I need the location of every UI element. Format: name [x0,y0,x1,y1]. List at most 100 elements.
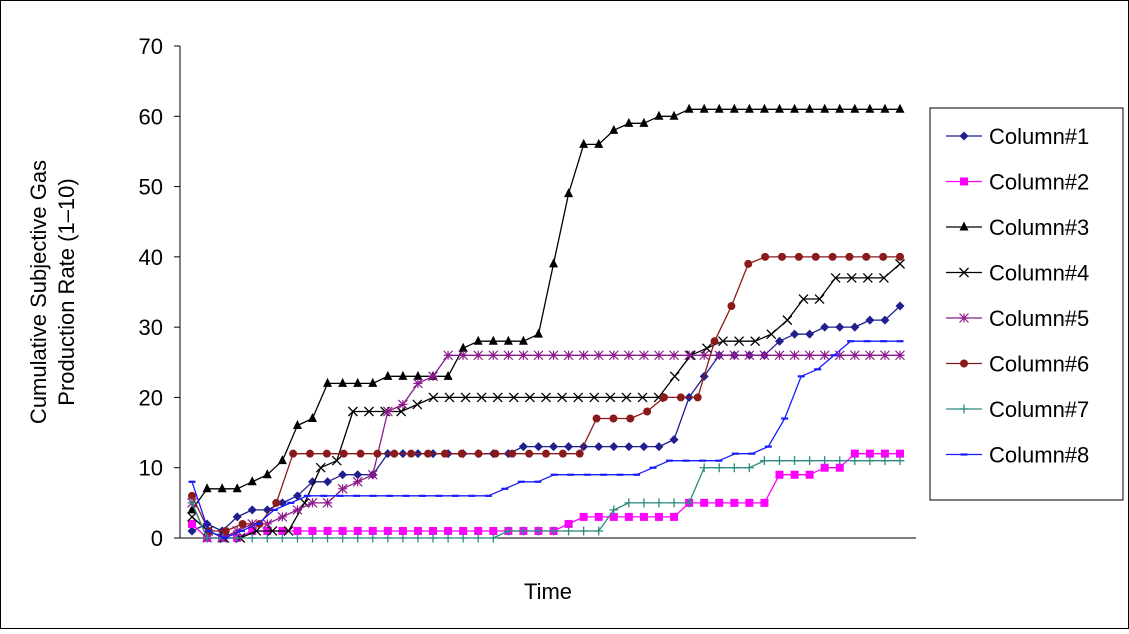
data-point [654,442,664,452]
legend-label: Column#7 [989,397,1089,422]
data-point [669,435,679,445]
data-point [609,505,619,515]
data-point [533,328,543,338]
data-point [390,449,399,458]
data-point [669,498,679,508]
data-point [383,533,393,543]
data-point [443,533,453,543]
data-point [895,103,905,113]
data-point [373,449,382,458]
data-point [549,526,559,536]
y-axis-ticks: 0 10 20 30 40 50 60 70 [139,34,180,551]
data-point [533,526,543,536]
data-point [188,491,196,500]
data-point [714,103,724,113]
data-point [862,252,871,261]
data-point [238,519,247,528]
data-point [428,533,438,543]
data-point [292,420,302,430]
data-point [352,476,363,487]
data-point [247,505,257,515]
data-point [573,392,584,403]
data-point [533,442,543,452]
data-point [639,498,649,508]
legend-item: Column#4 [946,261,1089,286]
data-point [488,533,498,543]
data-point [474,449,483,458]
data-point [669,110,679,120]
data-point [835,322,845,332]
data-point [458,533,468,543]
data-point [307,497,318,508]
data-point [322,449,331,458]
data-point [323,477,333,487]
data-point [896,449,904,458]
data-point [356,449,365,458]
data-point [592,414,601,423]
data-point [669,350,679,361]
data-point [476,392,487,403]
data-point [730,498,739,507]
data-point [774,350,785,361]
data-point [202,533,212,543]
data-point [850,449,859,458]
data-point [221,526,230,535]
legend-item: Column#8 [946,443,1089,468]
data-point [865,315,875,325]
data-point [549,258,559,268]
data-point [424,449,432,458]
data-point [789,350,800,361]
data-point [896,252,904,261]
data-point [398,370,408,380]
data-point [805,456,815,466]
data-point [624,498,634,508]
data-point [428,392,439,403]
legend-box [929,107,1124,501]
data-point [744,350,755,361]
data-point [549,442,559,452]
data-point [578,350,589,361]
data-point [251,526,262,536]
data-point [744,463,754,473]
data-point [850,322,860,332]
data-point [368,526,377,535]
data-point [443,350,454,361]
data-point [819,350,830,361]
data-point [594,512,603,521]
data-point [347,406,358,417]
data-point [862,272,873,283]
data-point [368,377,378,387]
data-point [684,498,694,508]
data-point [959,221,969,231]
data-point [676,393,685,402]
data-point [624,442,634,452]
data-point [331,455,342,466]
data-point [820,322,830,332]
x-axis-label: Time [524,579,572,604]
data-point [745,498,754,507]
data-point [626,414,635,423]
data-point [247,476,257,486]
data-point [699,350,710,361]
data-point [262,469,272,479]
data-point [518,442,528,452]
data-point [440,449,449,458]
legend-label: Column#8 [989,443,1089,468]
data-point [412,399,423,410]
data-point [760,498,769,507]
legend-label: Column#4 [989,261,1089,286]
data-point [232,483,242,493]
data-point [959,313,969,323]
series-6 [188,252,904,535]
data-point [593,350,604,361]
legend-item: Column#1 [946,124,1089,149]
data-point [684,103,694,113]
data-point [828,252,837,261]
data-point [880,315,890,325]
data-point [700,498,709,507]
data-point [508,392,519,403]
data-point [488,335,498,345]
data-point [188,519,196,528]
data-point [557,392,568,403]
data-point [460,392,471,403]
